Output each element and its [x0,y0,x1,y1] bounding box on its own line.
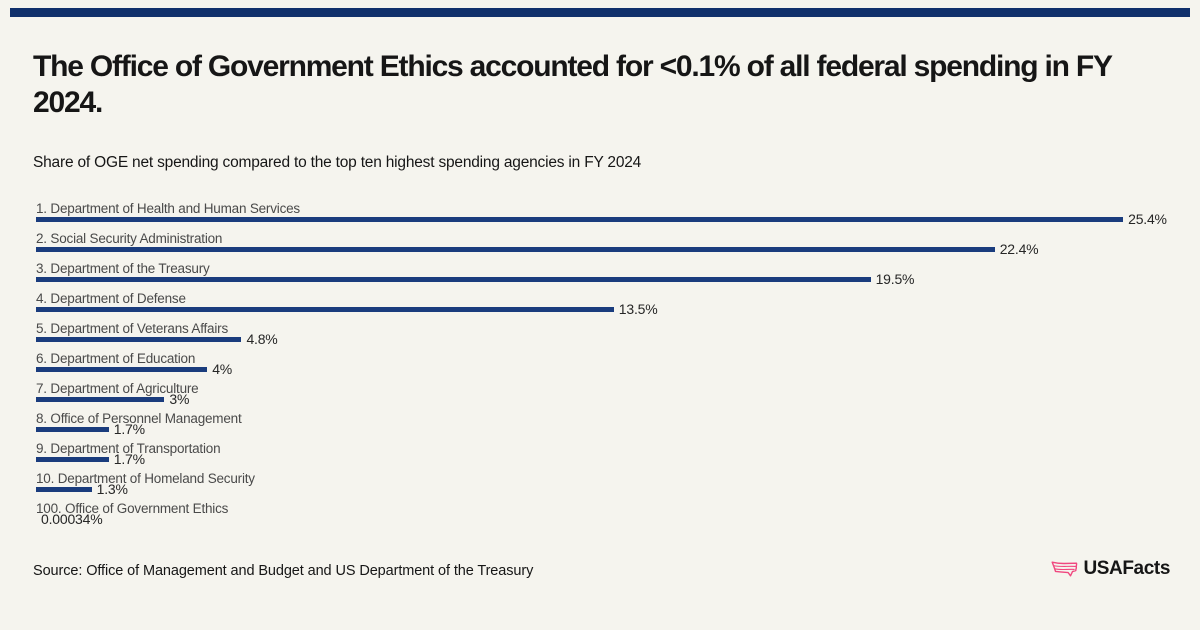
usafacts-logo: USAFacts [1051,558,1170,580]
bar-category-label: 4. Department of Defense [36,291,186,306]
bar-value-label: 1.3% [96,481,128,497]
page-title: The Office of Government Ethics accounte… [33,50,1113,119]
bar-category-label: 8. Office of Personnel Management [36,411,242,426]
bar [36,277,871,282]
bar-category-label: 10. Department of Homeland Security [36,471,255,486]
bar [36,307,614,312]
bar-row: 2. Social Security Administration 22.4% [36,232,1186,262]
chart-subtitle: Share of OGE net spending compared to th… [33,154,642,171]
bar-category-label: 6. Department of Education [36,351,196,366]
bar-row: 10. Department of Homeland Security 1.3% [36,472,1186,502]
bar-category-label: 1. Department of Health and Human Servic… [36,201,300,216]
bar-row: 8. Office of Personnel Management 1.7% [36,412,1186,442]
bar-value-label: 1.7% [113,451,145,467]
bar [36,217,1124,222]
bar-category-label: 5. Department of Veterans Affairs [36,321,229,336]
bar [36,487,92,492]
bar-value-label: 13.5% [618,301,658,317]
bar-value-label: 4% [212,361,233,377]
bar [36,427,109,432]
bar [36,337,242,342]
usa-map-icon [1051,561,1078,577]
bar-value-label: 19.5% [875,271,915,287]
bar-value-label: 0.00034% [41,511,103,527]
usafacts-wordmark: USAFacts [1083,558,1170,579]
bar-row: 6. Department of Education 4% [36,352,1186,382]
source-note: Source: Office of Management and Budget … [33,563,534,579]
bar-category-label: 100. Office of Government Ethics [36,501,229,516]
bar-value-label: 3% [169,391,190,407]
bar-category-label: 9. Department of Transportation [36,441,221,456]
bar-row: 1. Department of Health and Human Servic… [36,202,1186,232]
bar-value-label: 22.4% [999,241,1039,257]
bar-category-label: 3. Department of the Treasury [36,261,210,276]
bar-row: 9. Department of Transportation 1.7% [36,442,1186,472]
bar-category-label: 7. Department of Agriculture [36,381,199,396]
bar-row: 3. Department of the Treasury 19.5% [36,262,1186,292]
bar [36,367,208,372]
bar [36,247,995,252]
bar [36,397,165,402]
top-accent-bar [10,8,1190,17]
bar-chart: 1. Department of Health and Human Servic… [36,202,1186,538]
bar-row: 5. Department of Veterans Affairs 4.8% [36,322,1186,352]
bar-value-label: 25.4% [1128,211,1167,227]
bar-category-label: 2. Social Security Administration [36,231,223,246]
bar-value-label: 1.7% [113,421,145,437]
bar-row: 4. Department of Defense 13.5% [36,292,1186,322]
bar-row: 7. Department of Agriculture 3% [36,382,1186,412]
bar-row: 100. Office of Government Ethics 0.00034% [36,502,1186,532]
bar-value-label: 4.8% [246,331,278,347]
bar [36,457,109,462]
